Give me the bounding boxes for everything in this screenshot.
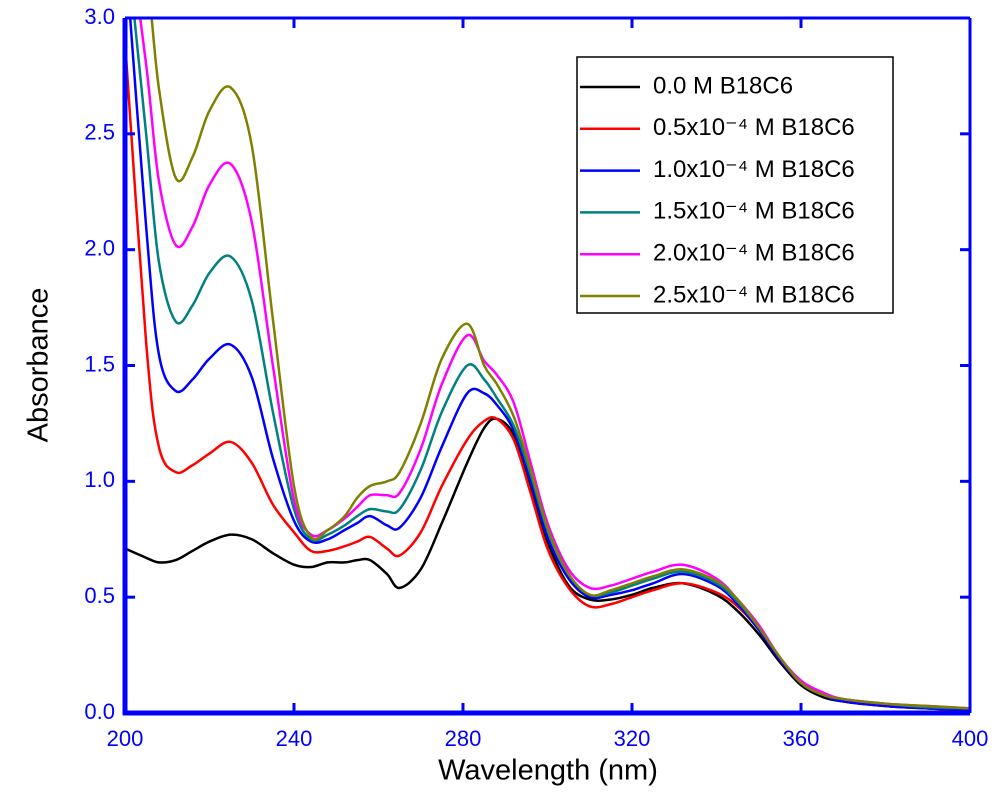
data-line	[150, 18, 970, 710]
y-tick-label: 0.0	[84, 699, 115, 724]
y-tick-label: 2.5	[84, 120, 115, 145]
plot-area	[125, 18, 970, 712]
x-tick-label: 280	[445, 726, 482, 751]
legend-label: 1.0x10⁻⁴ M B18C6	[653, 156, 855, 183]
x-axis-title: Wavelength (nm)	[438, 755, 658, 787]
y-tick-label: 1.0	[84, 467, 115, 492]
y-tick-label: 0.5	[84, 583, 115, 608]
legend-label: 0.0 M B18C6	[653, 72, 793, 99]
data-line	[125, 417, 970, 712]
y-tick-label: 3.0	[84, 4, 115, 29]
legend-label: 2.0x10⁻⁴ M B18C6	[653, 240, 855, 267]
x-tick-label: 200	[107, 726, 144, 751]
legend: 0.0 M B18C6 0.5x10⁻⁴ M B18C6 1.0x10⁻⁴ M B1…	[576, 56, 894, 314]
x-tick-label: 240	[276, 726, 313, 751]
y-tick-label: 2.0	[84, 235, 115, 260]
y-tick-label: 1.5	[84, 351, 115, 376]
x-tick-label: 400	[952, 726, 989, 751]
x-tick-label: 320	[614, 726, 651, 751]
y-axis-title: Absorbance	[23, 288, 55, 443]
legend-label: 2.5x10⁻⁴ M B18C6	[653, 281, 855, 308]
data-line	[139, 18, 970, 710]
legend-box	[576, 56, 894, 314]
legend-label: 1.5x10⁻⁴ M B18C6	[653, 198, 855, 225]
x-tick-label: 360	[783, 726, 820, 751]
data-line	[128, 18, 970, 711]
legend-label: 0.5x10⁻⁴ M B18C6	[653, 114, 855, 141]
